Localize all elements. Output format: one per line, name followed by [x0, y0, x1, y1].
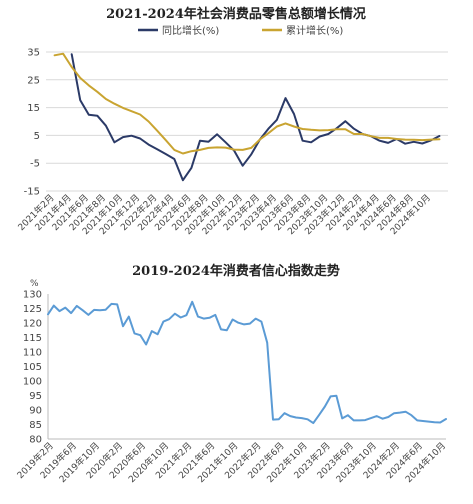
y-tick-label: 95 — [29, 391, 42, 402]
legend-label-cumulative: 累计增长(%) — [286, 24, 343, 37]
chart-1-title: 2021-2024年社会消费品零售总额增长情况 — [106, 6, 366, 22]
y-tick-label: 5 — [34, 131, 40, 142]
y-tick-label: 110 — [23, 348, 42, 359]
chart-2-y-unit: % — [30, 279, 39, 289]
chart-1-gridlines — [46, 51, 448, 192]
legend-label-yoy: 同比增长(%) — [162, 24, 219, 37]
y-tick-label: 35 — [27, 48, 40, 59]
retail-sales-chart: 2021-2024年社会消费品零售总额增长情况 同比增长(%) 累计增长(%) … — [15, 6, 448, 237]
series-line-2-1 — [47, 300, 447, 425]
series-line-1-2 — [53, 52, 441, 155]
chart-1-x-axis: 2021年2月2021年4月2021年6月2021年8月2021年10月2021… — [15, 192, 433, 238]
chart-1-legend: 同比增长(%) 累计增长(%) — [138, 24, 343, 37]
chart-2-axes — [47, 294, 446, 440]
y-tick-label: 85 — [29, 420, 42, 431]
chart-2-x-axis: 2019年2月2019年6月2019年10月2020年2月2020年6月2020… — [14, 440, 448, 486]
y-tick-label: 125 — [23, 304, 42, 315]
y-tick-label: 90 — [29, 406, 42, 417]
y-tick-label: 105 — [23, 362, 42, 373]
y-tick-label: 15 — [27, 103, 40, 114]
y-tick-label: -15 — [24, 187, 40, 198]
chart-2-y-axis: 80 85 90 95 100 105 110 115 120 125 130 — [23, 290, 42, 446]
series-line-1-1 — [70, 53, 441, 182]
y-tick-label: 130 — [23, 290, 42, 301]
y-tick-label: 120 — [23, 319, 42, 330]
chart-1-y-axis: -15 -5 5 15 25 35 — [24, 48, 40, 198]
y-tick-label: 25 — [27, 75, 40, 86]
chart-2-title: 2019-2024年消费者信心指数走势 — [132, 263, 340, 279]
chart-2-series — [47, 300, 447, 425]
y-tick-label: 115 — [23, 333, 42, 344]
consumer-confidence-chart: 2019-2024年消费者信心指数走势 % 80 85 90 95 100 105 110 1… — [14, 263, 448, 485]
y-tick-label: -5 — [30, 159, 40, 170]
y-tick-label: 80 — [29, 435, 42, 446]
y-tick-label: 100 — [23, 377, 42, 388]
chart-1-series — [53, 52, 441, 182]
